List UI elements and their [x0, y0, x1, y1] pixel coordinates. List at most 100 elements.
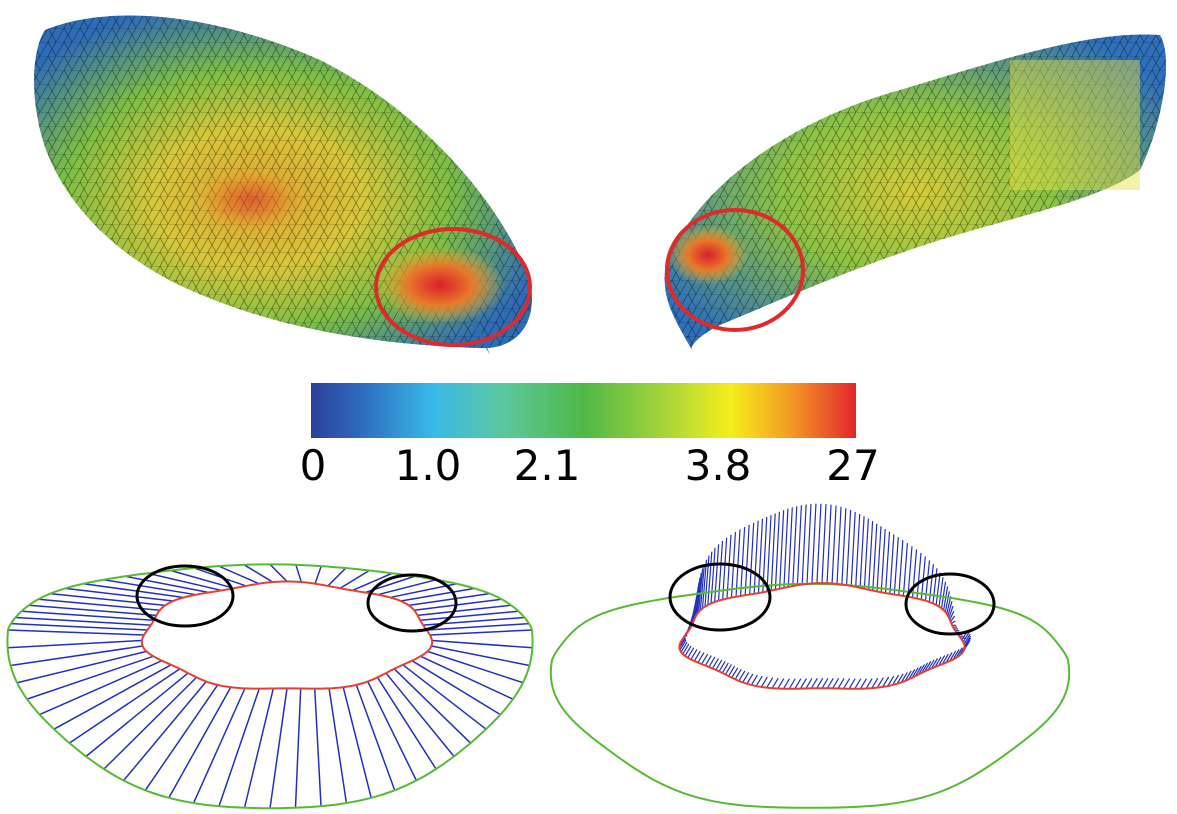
correspondence-line [859, 678, 867, 690]
correspondence-line [39, 660, 163, 716]
correspondence-line [854, 678, 862, 690]
correspondence-line [269, 563, 288, 582]
highlight-circles [135, 562, 996, 636]
correspondence-line [28, 604, 157, 617]
correspondence-line [85, 672, 189, 757]
correspondence-line [837, 678, 845, 689]
correspondence-line [908, 669, 916, 680]
correspondence-line [821, 677, 829, 689]
colorbar-label: 2.1 [514, 441, 581, 490]
correspondence-line [949, 650, 957, 662]
correspondence-line [941, 653, 949, 665]
correspondence-line [693, 650, 701, 662]
correspondence-line [771, 677, 779, 689]
correspondence-line [777, 678, 785, 689]
correspondence-line [865, 678, 873, 689]
correspondence-line [826, 677, 834, 689]
correspondence-line [400, 587, 475, 602]
correspondence-line [880, 528, 886, 593]
correspondence-line [907, 546, 913, 597]
correspondence-line [921, 662, 929, 674]
correspondence-line [294, 688, 302, 808]
correspondence-line [243, 688, 275, 808]
correspondence-line [816, 677, 824, 689]
correspondence-line [218, 565, 260, 585]
correspondence-line [930, 658, 939, 669]
correspondence-line [718, 661, 726, 672]
correspondence-line [892, 674, 900, 686]
correspondence-line [728, 665, 736, 677]
correspondence-line [932, 568, 938, 604]
correspondence-line [342, 687, 372, 799]
correspondence-line [352, 572, 393, 592]
correspondence-line [678, 637, 686, 649]
correspondence-line [10, 622, 148, 631]
correspondence-line [918, 664, 926, 675]
correspondence-line [690, 649, 698, 660]
correspondence-line [774, 511, 781, 590]
correspondence-line [704, 655, 712, 666]
correspondence-line [701, 653, 709, 665]
correspondence-line [911, 667, 919, 679]
correspondence-line [734, 669, 742, 680]
correspondence-line [69, 668, 181, 744]
correspondence-line [783, 508, 789, 588]
correspondence-line [889, 534, 895, 594]
correspondence-line [684, 645, 692, 657]
correspondence-line [414, 598, 502, 612]
correspondence-line [426, 622, 530, 631]
correspondence-line [7, 629, 145, 636]
correspondence-line [935, 572, 941, 606]
correspondence-line [893, 537, 899, 595]
correspondence-line [757, 518, 764, 594]
correspondence-line [50, 592, 166, 607]
correspondence-line [884, 531, 891, 594]
correspondence-line [377, 578, 437, 596]
colorbar: 0 1.0 2.1 3.8 27 [300, 383, 880, 490]
correspondence-line [848, 678, 856, 690]
correspondence-line [947, 600, 953, 617]
correspondence-line [914, 665, 922, 677]
correspondence-line [192, 688, 246, 804]
target-contour [678, 582, 966, 690]
correspondence-line [832, 678, 840, 689]
correspondence-line [420, 610, 519, 622]
correspondence-line [938, 655, 946, 666]
correspondence-line [147, 572, 222, 592]
correspondence-line [948, 605, 954, 618]
correspondence-line [792, 506, 798, 587]
correspondence-line [431, 639, 533, 649]
correspondence-line [811, 503, 817, 584]
correspondence-line [726, 534, 732, 599]
correspondence-line [744, 524, 750, 596]
correspondence-line [964, 635, 972, 647]
correspondence-line [313, 688, 322, 807]
correspondence-line [788, 678, 796, 690]
correspondence-line [806, 503, 812, 584]
correspondence-line [7, 639, 143, 649]
correspondence-line [963, 633, 971, 645]
correspondence-line [945, 652, 953, 663]
correspondence-line [944, 591, 950, 613]
correspondence-line [755, 675, 763, 687]
correspondence-line [938, 577, 944, 607]
correspondence-line [898, 540, 904, 596]
correspondence-line [801, 504, 807, 585]
correspondence-line [826, 504, 832, 584]
contour-diagrams [6, 503, 1071, 810]
correspondence-line [863, 518, 869, 589]
correspondence-line [83, 582, 184, 599]
correspondence-line [103, 578, 197, 596]
correspondence-line [735, 529, 741, 597]
colorbar-label: 0 [300, 441, 327, 490]
colorbar-label: 27 [826, 441, 879, 490]
correspondence-line [697, 652, 705, 663]
correspondence-line [144, 684, 219, 791]
correspondence-line [695, 577, 701, 616]
correspondence-line [680, 641, 688, 653]
correspondence-line [21, 610, 154, 622]
correspondence-line [783, 678, 791, 690]
correspondence-line [742, 672, 750, 683]
correspondence-line [15, 616, 151, 626]
